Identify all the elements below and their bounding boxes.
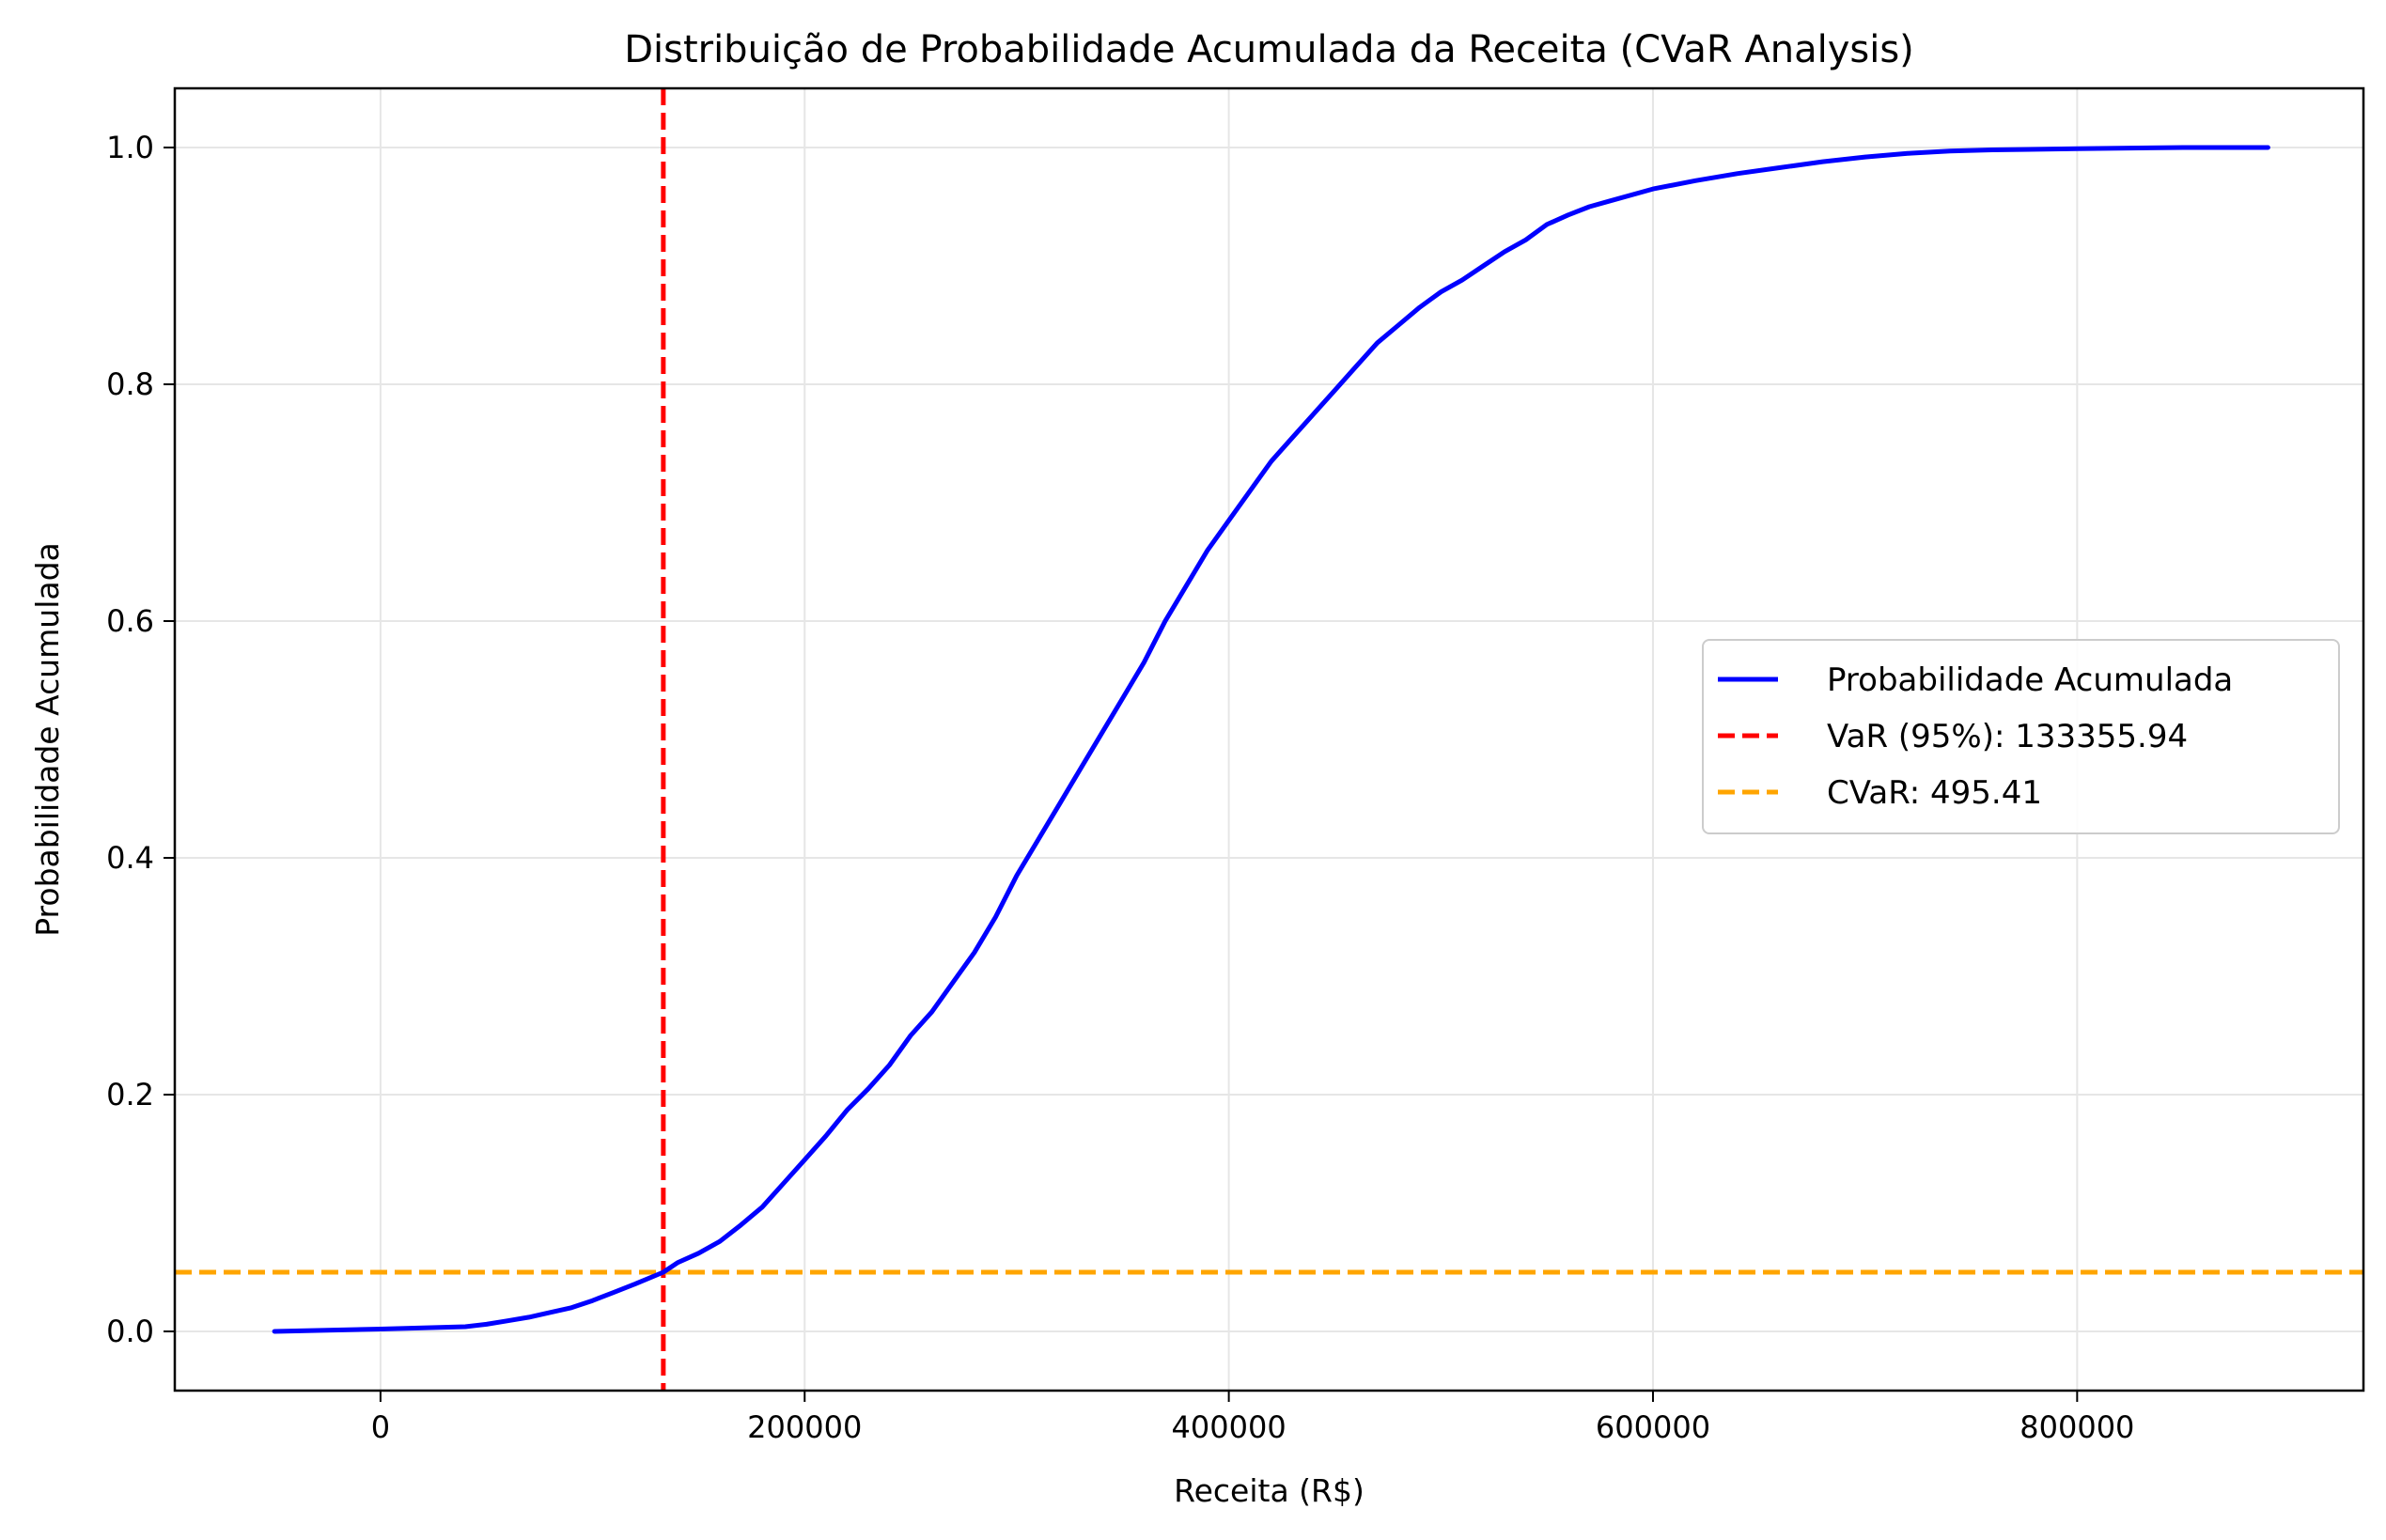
x-axis-label: Receita (R$) xyxy=(1174,1472,1365,1509)
chart-title: Distribuição de Probabilidade Acumulada … xyxy=(624,28,1914,71)
legend-label: Probabilidade Acumulada xyxy=(1827,661,2233,699)
x-tick-label: 800000 xyxy=(2020,1409,2134,1445)
reference-lines xyxy=(175,88,2363,1391)
y-tick-label: 0.6 xyxy=(106,603,154,639)
x-tick-label: 200000 xyxy=(747,1409,862,1445)
y-tick-label: 1.0 xyxy=(106,130,154,165)
y-tick-label: 0.0 xyxy=(106,1314,154,1349)
x-tick-label: 400000 xyxy=(1172,1409,1287,1445)
legend-label: VaR (95%): 133355.94 xyxy=(1827,718,2188,755)
y-tick-label: 0.8 xyxy=(106,366,154,402)
y-tick-label: 0.4 xyxy=(106,840,154,876)
legend: Probabilidade Acumulada VaR (95%): 133355… xyxy=(1702,639,2340,834)
x-tick-label: 600000 xyxy=(1596,1409,1710,1445)
y-axis-label: Probabilidade Acumulada xyxy=(29,542,66,937)
legend-box xyxy=(1702,639,2340,834)
cdf-series-line xyxy=(272,145,2270,1334)
x-tick-label: 0 xyxy=(371,1409,390,1445)
plot-area-frame xyxy=(173,86,2365,1392)
y-tick-label: 0.2 xyxy=(106,1077,154,1112)
legend-label: CVaR: 495.41 xyxy=(1827,774,2042,812)
y-axis-ticks: 0.0 0.2 0.4 0.6 0.8 1.0 xyxy=(106,130,175,1349)
data-series xyxy=(272,145,2270,1334)
x-axis-ticks: 0 200000 400000 600000 800000 xyxy=(371,1391,2134,1445)
